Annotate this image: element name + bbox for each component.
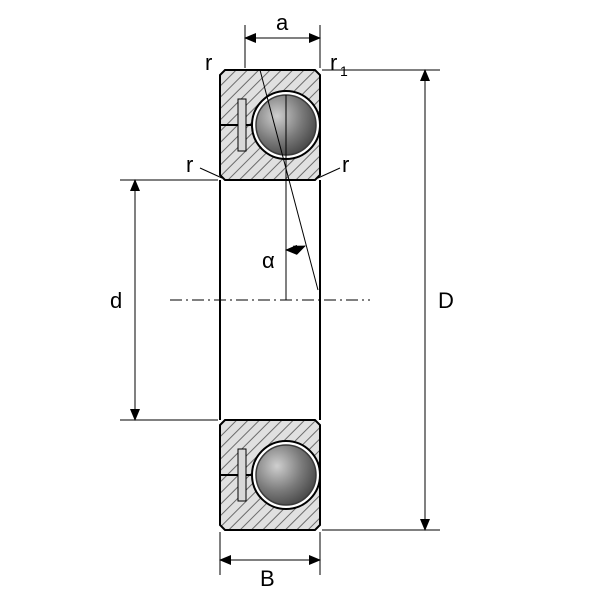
- svg-text:r: r: [330, 50, 337, 75]
- r-right-leader: [318, 168, 340, 178]
- r-top-left-label: r: [205, 50, 212, 75]
- r-left-leader: [200, 168, 222, 178]
- alpha-arc: [286, 246, 305, 250]
- r-left-label: r: [186, 152, 193, 177]
- dim-D-label: D: [438, 288, 454, 313]
- ball-bottom: [256, 445, 316, 505]
- dim-a-label: a: [276, 10, 289, 35]
- alpha-label: α: [262, 248, 275, 273]
- bearing-cross-section-diagram: α a r r 1 r r d D B: [0, 0, 600, 600]
- svg-text:1: 1: [340, 63, 348, 79]
- r-right-label: r: [342, 152, 349, 177]
- dim-B-label: B: [260, 566, 275, 591]
- cage-top-left: [238, 99, 246, 151]
- dim-d-label: d: [110, 288, 122, 313]
- r1-top-right-label: r 1: [330, 50, 348, 79]
- cage-bottom-left: [238, 449, 246, 501]
